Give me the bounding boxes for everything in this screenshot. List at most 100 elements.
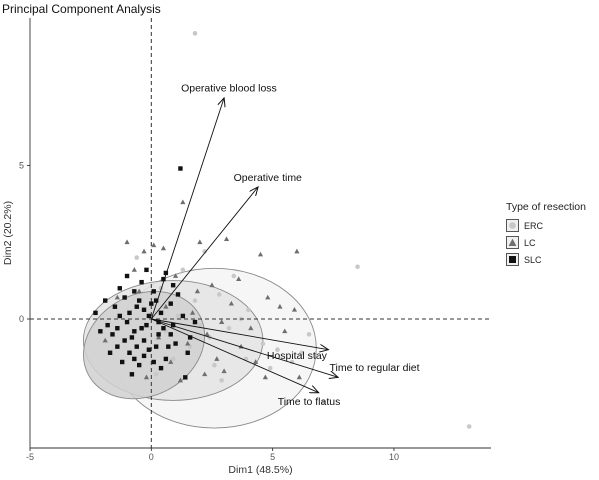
data-point-slc	[139, 326, 144, 331]
data-point-erc	[321, 399, 326, 405]
data-point-erc	[306, 332, 312, 337]
data-point-lc	[136, 288, 142, 294]
data-point-lc	[209, 282, 215, 288]
data-point-slc	[146, 347, 152, 352]
data-point-lc	[168, 359, 174, 364]
legend-label-erc: ERC	[524, 220, 544, 231]
data-point-slc	[141, 338, 147, 343]
data-point-erc	[187, 344, 193, 349]
triangle-icon	[506, 236, 519, 249]
data-point-slc	[151, 359, 156, 365]
data-point-slc	[127, 310, 132, 316]
data-point-erc	[275, 347, 280, 353]
data-point-slc	[180, 313, 186, 319]
data-point-erc	[231, 273, 237, 279]
data-point-lc	[294, 248, 300, 254]
data-point-lc	[214, 356, 220, 361]
data-point-slc	[168, 301, 173, 306]
data-point-slc	[151, 289, 156, 294]
data-point-lc	[177, 377, 184, 383]
x-tick-label: 0	[149, 452, 154, 462]
legend-title: Type of resection	[506, 201, 586, 213]
data-point-lc	[282, 328, 288, 334]
data-point-slc	[93, 310, 98, 316]
variable-arrow	[151, 318, 338, 377]
data-point-slc	[144, 322, 149, 328]
data-point-slc	[166, 344, 171, 349]
data-point-lc	[253, 359, 259, 364]
data-point-erc	[192, 31, 198, 36]
data-point-slc	[153, 344, 159, 349]
variable-arrow	[151, 318, 328, 350]
data-point-erc	[355, 264, 360, 270]
data-point-slc	[117, 313, 122, 319]
variable-arrow	[150, 98, 224, 320]
data-point-slc	[141, 353, 147, 359]
data-point-lc	[189, 310, 196, 315]
legend-item-erc: ERC	[506, 217, 598, 234]
data-point-slc	[175, 292, 181, 297]
data-point-lc	[221, 368, 227, 374]
data-point-slc	[124, 273, 130, 279]
data-point-slc	[103, 298, 108, 303]
legend-item-lc: LC	[506, 234, 598, 251]
data-point-lc	[296, 374, 302, 380]
data-point-slc	[170, 283, 176, 288]
data-point-lc	[223, 236, 230, 242]
data-point-slc	[161, 326, 166, 331]
x-axis-title: Dim1 (48.5%)	[228, 464, 292, 476]
data-point-lc	[163, 303, 169, 309]
data-point-lc	[257, 251, 264, 257]
square-icon	[506, 253, 519, 266]
data-point-slc	[105, 322, 110, 328]
data-point-slc	[163, 356, 169, 362]
data-point-lc	[124, 239, 130, 245]
data-point-lc	[160, 245, 167, 251]
data-point-slc	[124, 319, 130, 325]
x-tick-label: -5	[26, 452, 34, 462]
data-point-slc	[146, 313, 152, 319]
x-tick-label: 5	[270, 452, 275, 462]
data-point-erc	[134, 255, 140, 260]
data-point-lc	[277, 303, 283, 309]
variable-arrow-label: Hospital stay	[267, 350, 328, 362]
confidence-ellipse-slc	[83, 290, 206, 400]
data-point-slc	[144, 267, 149, 273]
data-point-slc	[156, 332, 161, 337]
legend-item-slc: SLC	[506, 251, 598, 268]
data-point-lc	[131, 267, 137, 272]
data-point-slc	[115, 326, 120, 331]
data-point-slc	[132, 356, 137, 362]
data-point-slc	[127, 350, 132, 355]
data-point-lc	[141, 248, 147, 254]
y-tick-label: 5	[19, 160, 24, 170]
data-point-lc	[202, 371, 208, 377]
x-tick-label: 10	[389, 452, 399, 462]
data-point-erc	[180, 267, 186, 273]
variable-arrow	[151, 318, 318, 393]
variable-arrow-label: Time to flatus	[278, 396, 341, 408]
chart-title: Principal Component Analysis	[2, 2, 161, 16]
data-point-slc	[98, 329, 103, 334]
variable-arrow-label: Operative blood loss	[181, 83, 277, 95]
data-point-lc	[194, 288, 201, 294]
data-point-slc	[129, 335, 135, 340]
data-point-lc	[197, 239, 203, 245]
data-point-erc	[212, 362, 217, 368]
data-point-lc	[219, 319, 225, 324]
data-point-lc	[265, 294, 271, 300]
data-point-lc	[262, 374, 268, 380]
data-point-erc	[170, 356, 176, 362]
data-point-lc	[114, 294, 120, 300]
data-point-slc	[122, 295, 127, 300]
data-point-slc	[185, 350, 190, 355]
data-point-slc	[153, 298, 159, 303]
data-point-slc	[168, 332, 173, 337]
data-point-slc	[115, 344, 120, 349]
data-point-erc	[260, 341, 266, 346]
legend-label-lc: LC	[524, 237, 536, 248]
data-point-erc	[192, 298, 198, 303]
data-point-slc	[134, 344, 139, 349]
data-point-slc	[107, 350, 113, 355]
